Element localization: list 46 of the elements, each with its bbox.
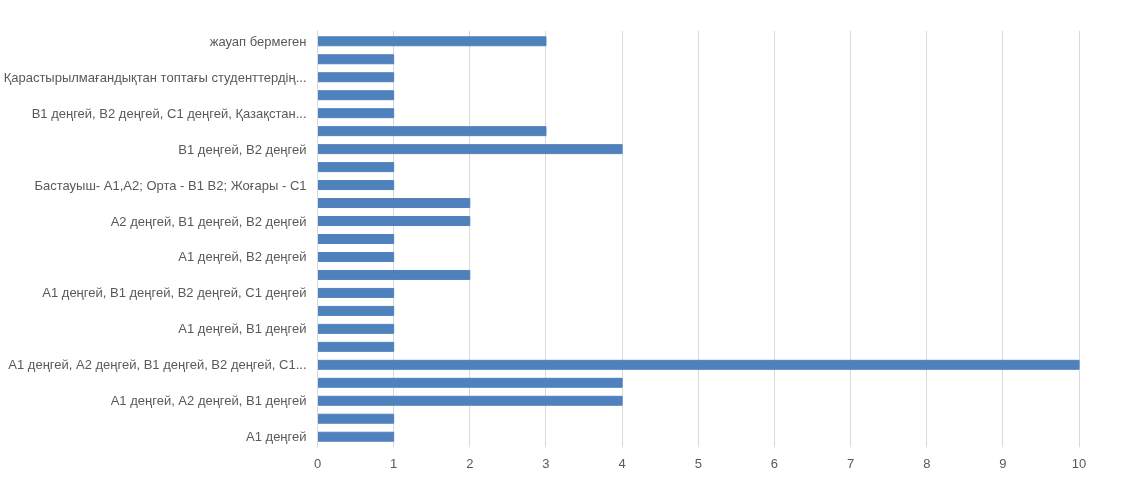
y-tick-label: В1 деңгей, В2 деңгей [178, 141, 307, 157]
bar [317, 395, 623, 406]
x-tick-label: 6 [770, 455, 779, 471]
bar [317, 431, 395, 442]
y-tick-label: А1 деңгей, А2 деңгей, В1 деңгей, В2 деңгей, С1... [8, 357, 307, 373]
y-tick-label: жауап бермеген [209, 33, 307, 49]
bar [317, 108, 395, 119]
x-tick-label: 0 [313, 455, 322, 471]
x-tick-label: 7 [846, 455, 855, 471]
y-tick-label: А1 деңгей, В1 деңгей [178, 321, 307, 337]
bar [317, 54, 395, 65]
bar [317, 234, 395, 244]
bar [317, 72, 395, 83]
bar [317, 216, 471, 227]
y-tick-label: А2 деңгей, В1 деңгей, В2 деңгей [110, 213, 307, 229]
y-tick-label: Бастауыш- А1,А2; Орта - В1 В2; Жоғары - С1 [34, 177, 307, 193]
x-tick-label: 2 [466, 455, 474, 471]
bar [317, 198, 471, 209]
bar [317, 305, 395, 316]
y-tick-label: А1 деңгей, В2 деңгей [178, 249, 307, 265]
x-tick-label: 9 [999, 455, 1007, 471]
bar [317, 251, 395, 262]
y-tick-label: А1 деңгей, А2 деңгей, В1 деңгей [110, 393, 307, 409]
x-tick-label: 5 [694, 455, 702, 471]
x-tick-label: 4 [618, 455, 626, 471]
bar [317, 180, 395, 191]
x-tick-label: 1 [390, 455, 398, 471]
y-tick-label: Қарастырылмағандықтан топтағы студенттердің... [3, 69, 307, 85]
bar [317, 144, 623, 155]
bar [317, 287, 395, 298]
bar [317, 126, 547, 137]
y-tick-label: А1 деңгей [246, 429, 307, 445]
bar [317, 323, 395, 334]
x-tick-label: 10 [1071, 455, 1087, 471]
x-tick-label: 8 [923, 455, 931, 471]
bar [317, 90, 395, 101]
y-tick-label: А1 деңгей, В1 деңгей, В2 деңгей, С1 деңгей [42, 285, 307, 301]
bar [317, 413, 395, 424]
bar [317, 269, 471, 280]
bar [317, 162, 395, 173]
bar [317, 36, 547, 47]
x-tick-label: 3 [542, 455, 550, 471]
bar [317, 377, 623, 388]
bar [317, 359, 1080, 370]
y-tick-label: В1 деңгей, В2 деңгей, С1 деңгей, Қазақстан... [31, 105, 307, 121]
bar [317, 341, 395, 352]
